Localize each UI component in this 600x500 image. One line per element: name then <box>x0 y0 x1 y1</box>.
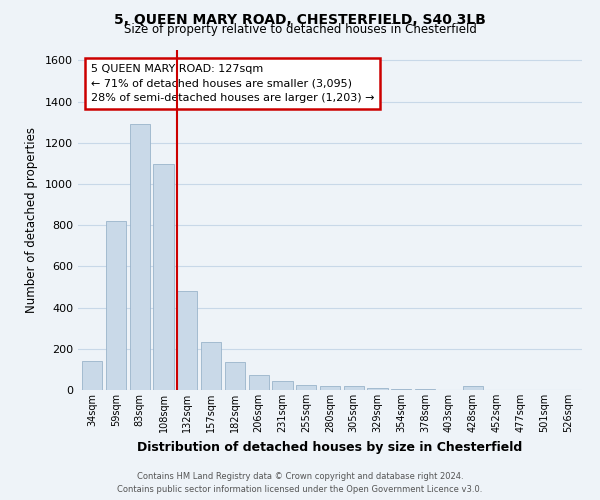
Text: 5 QUEEN MARY ROAD: 127sqm
← 71% of detached houses are smaller (3,095)
28% of se: 5 QUEEN MARY ROAD: 127sqm ← 71% of detac… <box>91 64 374 103</box>
Bar <box>296 385 316 390</box>
Bar <box>106 221 126 390</box>
Bar <box>463 386 483 390</box>
Bar <box>201 342 221 390</box>
Bar <box>177 291 197 390</box>
Bar <box>248 374 269 390</box>
Bar <box>82 361 103 390</box>
X-axis label: Distribution of detached houses by size in Chesterfield: Distribution of detached houses by size … <box>137 440 523 454</box>
Text: 5, QUEEN MARY ROAD, CHESTERFIELD, S40 3LB: 5, QUEEN MARY ROAD, CHESTERFIELD, S40 3L… <box>114 12 486 26</box>
Text: Contains HM Land Registry data © Crown copyright and database right 2024.
Contai: Contains HM Land Registry data © Crown c… <box>118 472 482 494</box>
Bar <box>154 164 173 390</box>
Bar <box>391 389 412 390</box>
Bar <box>320 386 340 390</box>
Bar <box>130 124 150 390</box>
Bar <box>225 362 245 390</box>
Bar <box>367 388 388 390</box>
Bar <box>272 382 293 390</box>
Bar <box>344 386 364 390</box>
Y-axis label: Number of detached properties: Number of detached properties <box>25 127 38 313</box>
Text: Size of property relative to detached houses in Chesterfield: Size of property relative to detached ho… <box>124 22 476 36</box>
